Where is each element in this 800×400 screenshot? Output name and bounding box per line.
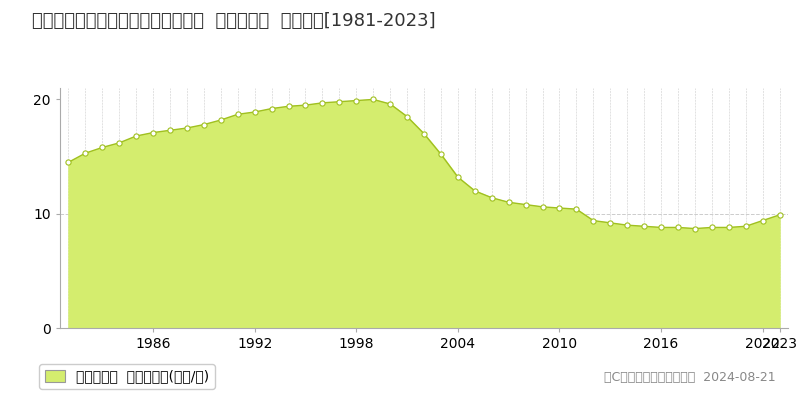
Point	[604, 220, 617, 226]
Point	[214, 117, 227, 123]
Point	[502, 199, 515, 206]
Point	[638, 223, 650, 230]
Point	[266, 105, 278, 112]
Point	[367, 96, 380, 103]
Point	[451, 174, 464, 180]
Point	[570, 206, 582, 212]
Point	[654, 224, 667, 231]
Point	[401, 113, 414, 120]
Point	[113, 140, 126, 146]
Point	[181, 125, 194, 131]
Point	[130, 133, 142, 139]
Point	[164, 127, 177, 134]
Point	[587, 217, 600, 224]
Point	[739, 223, 752, 230]
Point	[333, 98, 346, 105]
Point	[248, 109, 261, 115]
Point	[722, 224, 735, 231]
Point	[671, 224, 684, 231]
Point	[198, 121, 210, 128]
Point	[519, 201, 532, 208]
Point	[689, 225, 702, 232]
Point	[434, 151, 447, 158]
Point	[96, 144, 109, 151]
Text: （C）土地価格ドットコム  2024-08-21: （C）土地価格ドットコム 2024-08-21	[604, 371, 776, 384]
Point	[384, 101, 397, 107]
Point	[621, 222, 634, 228]
Point	[282, 103, 295, 110]
Point	[706, 224, 718, 231]
Text: 石川県小松市今江町６丁目６２０番  基準地価格  地価推移[1981-2023]: 石川県小松市今江町６丁目６２０番 基準地価格 地価推移[1981-2023]	[32, 12, 436, 30]
Point	[486, 194, 498, 201]
Point	[536, 204, 549, 210]
Point	[316, 100, 329, 106]
Point	[79, 150, 92, 156]
Point	[299, 102, 312, 108]
Point	[553, 205, 566, 211]
Point	[418, 130, 430, 137]
Point	[773, 212, 786, 218]
Point	[756, 217, 769, 224]
Point	[146, 129, 159, 136]
Point	[62, 159, 75, 166]
Point	[468, 188, 481, 194]
Legend: 基準地価格  平均坪単価(万円/坪): 基準地価格 平均坪単価(万円/坪)	[39, 364, 215, 389]
Point	[231, 111, 244, 118]
Point	[350, 97, 362, 104]
